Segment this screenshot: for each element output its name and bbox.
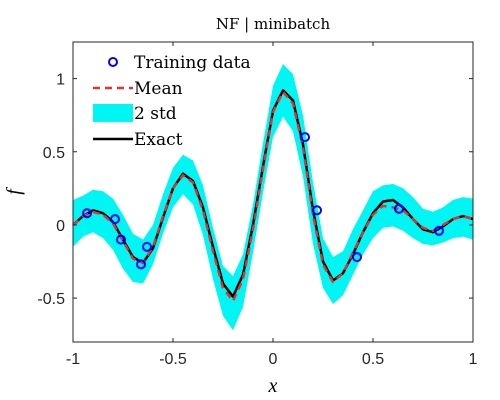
training-data-point (352, 252, 362, 263)
training-data-point (300, 132, 310, 143)
plot-data-layer (72, 64, 474, 331)
training-data-point (312, 205, 322, 216)
training-data-point (394, 203, 404, 214)
mean-series-line (72, 90, 474, 303)
y-tick-label: 0 (56, 218, 65, 235)
training-data-point (136, 259, 146, 270)
y-tick-label: -0.5 (37, 291, 65, 308)
x-axis-label: x (268, 375, 278, 397)
legend-marker-training (108, 57, 118, 67)
legend-label-exact: Exact (134, 130, 183, 150)
x-tick-label: 0 (269, 351, 278, 368)
x-tick-label: -0.5 (159, 351, 187, 368)
training-data-point (142, 241, 152, 252)
x-tick-label: -1 (66, 351, 80, 368)
legend-label-mean: Mean (134, 79, 183, 99)
training-data-point (116, 234, 126, 245)
legend: Training data Mean 2 std Exact (93, 53, 251, 150)
y-axis-label: f (3, 187, 25, 195)
training-data-point (82, 208, 92, 219)
x-tick-label: 1 (469, 351, 478, 368)
training-data-point (110, 214, 120, 225)
x-axis-ticks: -1 -0.5 0 0.5 1 (66, 42, 478, 368)
legend-label-band: 2 std (134, 104, 177, 124)
legend-marker-band (93, 104, 133, 122)
y-axis-ticks: -0.5 0 0.5 1 (37, 72, 473, 308)
training-data-point (434, 225, 444, 236)
legend-label-training: Training data (134, 53, 251, 73)
x-tick-label: 0.5 (362, 351, 384, 368)
chart-title: NF | minibatch (216, 15, 331, 33)
y-tick-label: 1 (56, 72, 65, 89)
y-tick-label: 0.5 (43, 145, 65, 162)
